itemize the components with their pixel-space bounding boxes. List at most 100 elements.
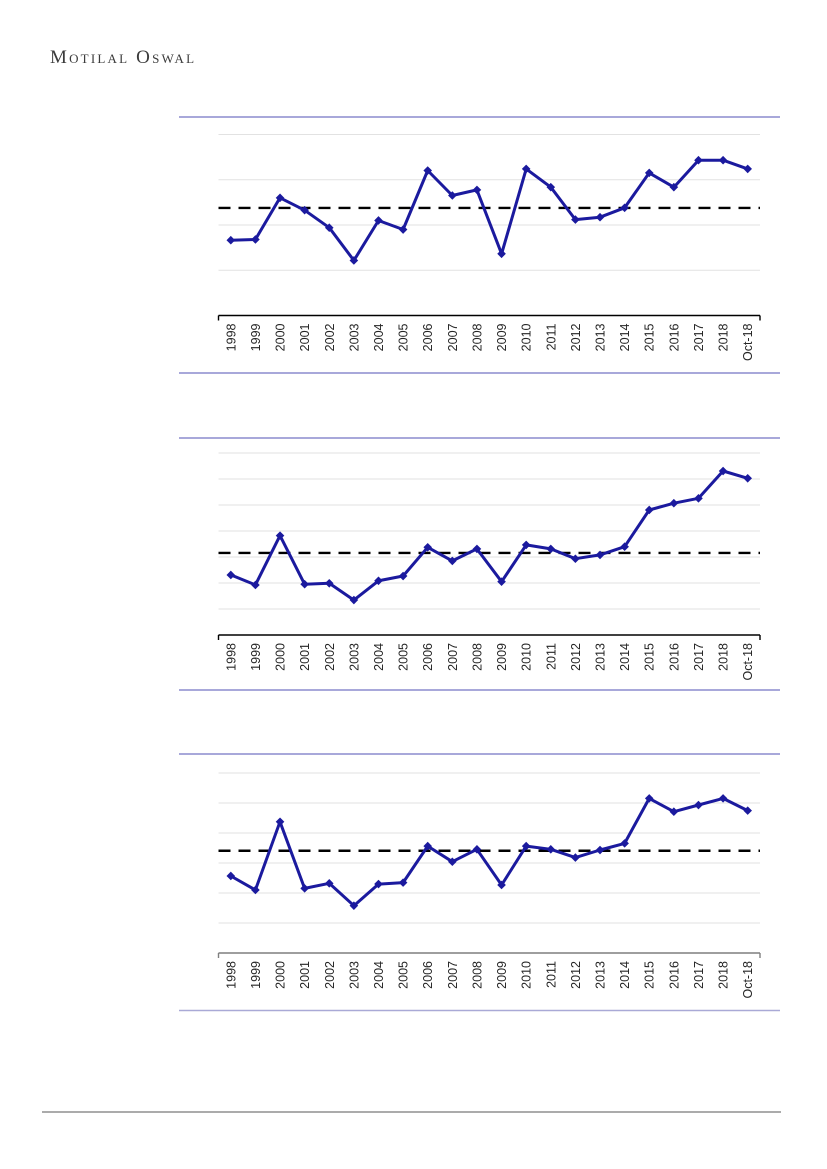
x-axis-label: 2017 [692, 643, 706, 671]
data-point-marker [324, 579, 334, 588]
x-axis-label: 2014 [618, 961, 632, 989]
data-point-marker [300, 579, 309, 589]
x-axis-label: 2000 [274, 323, 288, 351]
data-point-marker [448, 556, 457, 566]
data-point-marker [226, 570, 236, 580]
x-axis-label: 2006 [421, 961, 435, 989]
x-axis-label: 2004 [372, 961, 386, 989]
x-axis-label: Oct-18 [741, 323, 755, 361]
x-axis-label: 2015 [643, 643, 657, 671]
x-axis-label: 2003 [347, 323, 361, 351]
x-axis-label: 2010 [520, 643, 534, 671]
x-axis-label: 2015 [643, 323, 657, 351]
data-point-marker [497, 577, 506, 586]
data-point-marker [669, 498, 679, 508]
x-axis-label: 2001 [298, 961, 312, 989]
x-axis-label: 2013 [594, 323, 608, 351]
footer-divider [42, 1111, 781, 1113]
x-axis-label: 2009 [495, 323, 509, 351]
x-axis-label: 2006 [421, 323, 435, 351]
x-axis-label: 2015 [643, 961, 657, 989]
x-axis-label: 2016 [667, 643, 681, 671]
data-point-marker [398, 571, 408, 581]
x-axis-label: 2000 [274, 643, 288, 671]
data-point-marker [497, 249, 506, 259]
x-axis-label: Oct-18 [741, 643, 755, 681]
data-point-marker [694, 155, 703, 165]
x-axis-label: 2008 [470, 643, 484, 671]
data-point-marker [423, 841, 433, 851]
x-axis-label: 2002 [323, 643, 337, 671]
x-axis-label: 2006 [421, 643, 435, 671]
x-axis-label: 2018 [717, 643, 731, 671]
data-point-marker [718, 155, 728, 165]
data-point-marker [644, 505, 654, 515]
data-point-marker [275, 817, 285, 827]
x-axis-label: 2007 [446, 323, 460, 351]
data-point-marker [472, 845, 482, 854]
data-point-marker [571, 853, 580, 862]
data-point-marker [694, 800, 703, 810]
data-point-marker [546, 544, 556, 554]
x-axis-label: 1998 [224, 323, 238, 351]
data-point-marker [694, 494, 703, 503]
x-axis-label: 2011 [544, 961, 558, 988]
x-axis-label: 2001 [298, 323, 312, 351]
x-axis-label: 2011 [544, 643, 558, 670]
x-axis-label: 2007 [446, 643, 460, 671]
x-axis-label: 2018 [717, 961, 731, 989]
data-point-marker [546, 845, 556, 854]
x-axis-label: 2008 [470, 323, 484, 351]
data-point-marker [718, 466, 728, 476]
x-axis-label: 2010 [520, 961, 534, 989]
x-axis-label: 2004 [372, 643, 386, 671]
data-point-marker [718, 794, 728, 803]
x-axis-label: 2016 [667, 323, 681, 351]
x-axis-label: 2007 [446, 961, 460, 989]
data-point-marker [595, 212, 605, 222]
x-axis-label: 2017 [692, 961, 706, 989]
data-point-marker [743, 164, 752, 174]
x-axis-label: 2013 [594, 643, 608, 671]
x-axis-label: 2005 [397, 961, 411, 989]
line-chart-svg: 1998 1999 2000 2001 2002 2003 2004 2005 2006 2007… [179, 116, 780, 374]
data-point-marker [571, 554, 580, 564]
x-axis-label: 2012 [569, 643, 583, 671]
data-point-marker [226, 871, 236, 881]
data-point-marker [300, 884, 309, 893]
x-axis-label: 2009 [495, 961, 509, 989]
chart-3: 1998 1999 2000 2001 2002 2003 2004 2005 2006 2007… [179, 753, 780, 1012]
x-axis-label: 2004 [372, 323, 386, 351]
x-axis-label: 2003 [347, 643, 361, 671]
data-point-marker [743, 473, 752, 483]
data-point-marker [275, 531, 285, 540]
x-axis-label: 2003 [347, 961, 361, 989]
data-point-marker [644, 168, 654, 178]
x-axis-label: 1998 [224, 961, 238, 989]
x-axis-label: 2012 [569, 323, 583, 351]
x-axis-label: 2005 [397, 323, 411, 351]
data-series-line [230, 469, 749, 602]
data-point-marker [595, 550, 605, 560]
line-chart-svg: 1998 1999 2000 2001 2002 2003 2004 2005 2006 2007… [179, 753, 780, 1012]
data-point-marker [374, 216, 383, 225]
data-point-marker [349, 901, 359, 910]
data-point-marker [644, 794, 654, 803]
x-axis-label: 1999 [249, 961, 263, 989]
x-axis-label: 2016 [667, 961, 681, 989]
x-axis-label: 2013 [594, 961, 608, 989]
data-point-marker [595, 845, 605, 855]
chart-1: 1998 1999 2000 2001 2002 2003 2004 2005 2006 2007… [179, 116, 780, 374]
data-point-marker [497, 880, 506, 890]
data-point-marker [472, 544, 482, 554]
x-axis-label: 2005 [397, 643, 411, 671]
x-axis-label: 1998 [224, 643, 238, 671]
data-point-marker [521, 540, 531, 550]
x-axis-label: 2002 [323, 961, 337, 989]
x-axis-label: 2018 [717, 323, 731, 351]
data-point-marker [743, 806, 752, 815]
data-point-marker [275, 193, 285, 203]
brand-logo: Motilal Oswal [50, 47, 197, 68]
x-axis-label: 2001 [298, 643, 312, 671]
